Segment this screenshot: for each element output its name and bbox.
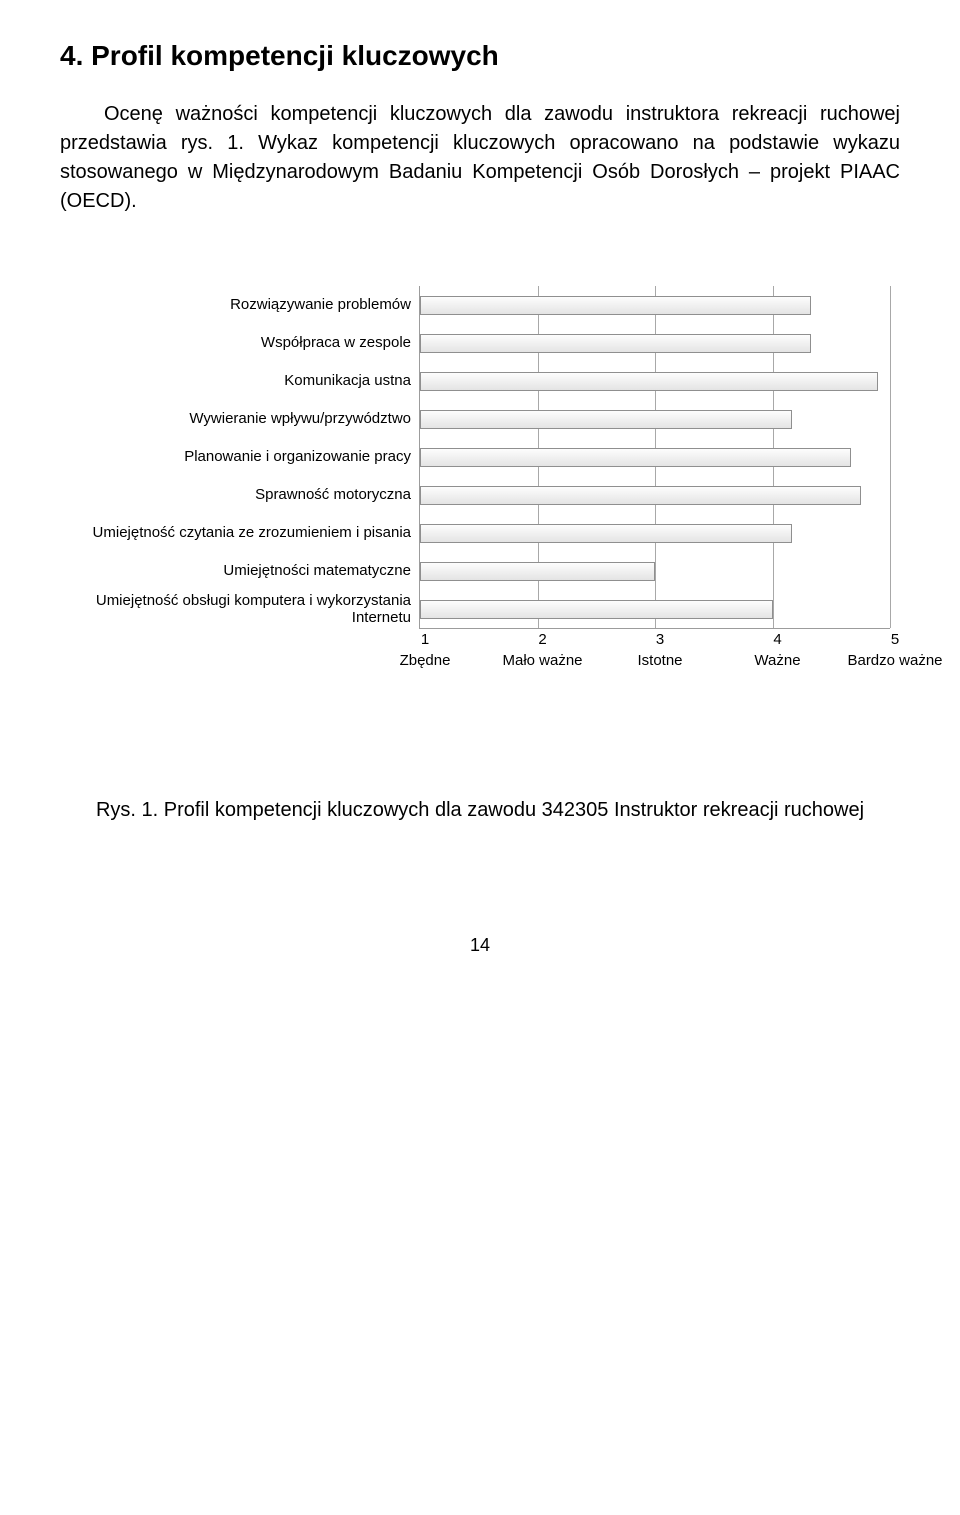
- chart-category-label: Rozwiązywanie problemów: [70, 286, 419, 324]
- section-title: 4. Profil kompetencji kluczowych: [60, 40, 900, 72]
- intro-paragraph: Ocenę ważności kompetencji kluczowych dl…: [60, 100, 900, 216]
- chart-bar: [420, 600, 773, 619]
- chart-category-label: Umiejętność czytania ze zrozumieniem i p…: [70, 514, 419, 552]
- x-tick-number: 4: [773, 631, 781, 648]
- chart-category-label: Komunikacja ustna: [70, 362, 419, 400]
- chart-x-labels: [425, 676, 895, 706]
- x-tick-number: 1: [421, 631, 429, 648]
- chart-category-label: Sprawność motoryczna: [70, 476, 419, 514]
- chart-bar: [420, 524, 792, 543]
- chart-bar: [420, 296, 811, 315]
- x-tick-label: Ważne: [754, 652, 800, 669]
- x-tick-label: Zbędne: [400, 652, 451, 669]
- page-number: 14: [60, 935, 900, 956]
- chart-bar: [420, 486, 861, 505]
- chart-bar: [420, 562, 655, 581]
- x-tick-number: 5: [891, 631, 899, 648]
- chart-category-label: Umiejętności matematyczne: [70, 552, 419, 590]
- chart-bar: [420, 448, 851, 467]
- gridline: [890, 286, 891, 628]
- competency-chart: Rozwiązywanie problemówWspółpraca w zesp…: [70, 286, 890, 706]
- chart-category-label: Umiejętność obsługi komputera i wykorzys…: [70, 590, 419, 628]
- x-tick-label: Mało ważne: [502, 652, 582, 669]
- x-tick-label: Istotne: [637, 652, 682, 669]
- chart-caption: Rys. 1. Profil kompetencji kluczowych dl…: [60, 796, 900, 825]
- chart-x-ticks: 1Zbędne2Mało ważne3Istotne4Ważne5Bardzo …: [425, 628, 895, 676]
- chart-bar: [420, 410, 792, 429]
- x-tick-label: Bardzo ważne: [847, 652, 942, 669]
- x-tick-number: 2: [538, 631, 546, 648]
- chart-category-label: Współpraca w zespole: [70, 324, 419, 362]
- chart-y-labels: Rozwiązywanie problemówWspółpraca w zesp…: [70, 286, 419, 628]
- chart-category-label: Wywieranie wpływu/przywództwo: [70, 400, 419, 438]
- chart-category-label: Planowanie i organizowanie pracy: [70, 438, 419, 476]
- chart-bar: [420, 372, 878, 391]
- chart-bar: [420, 334, 811, 353]
- chart-plot-area: [419, 286, 890, 629]
- x-tick-number: 3: [656, 631, 664, 648]
